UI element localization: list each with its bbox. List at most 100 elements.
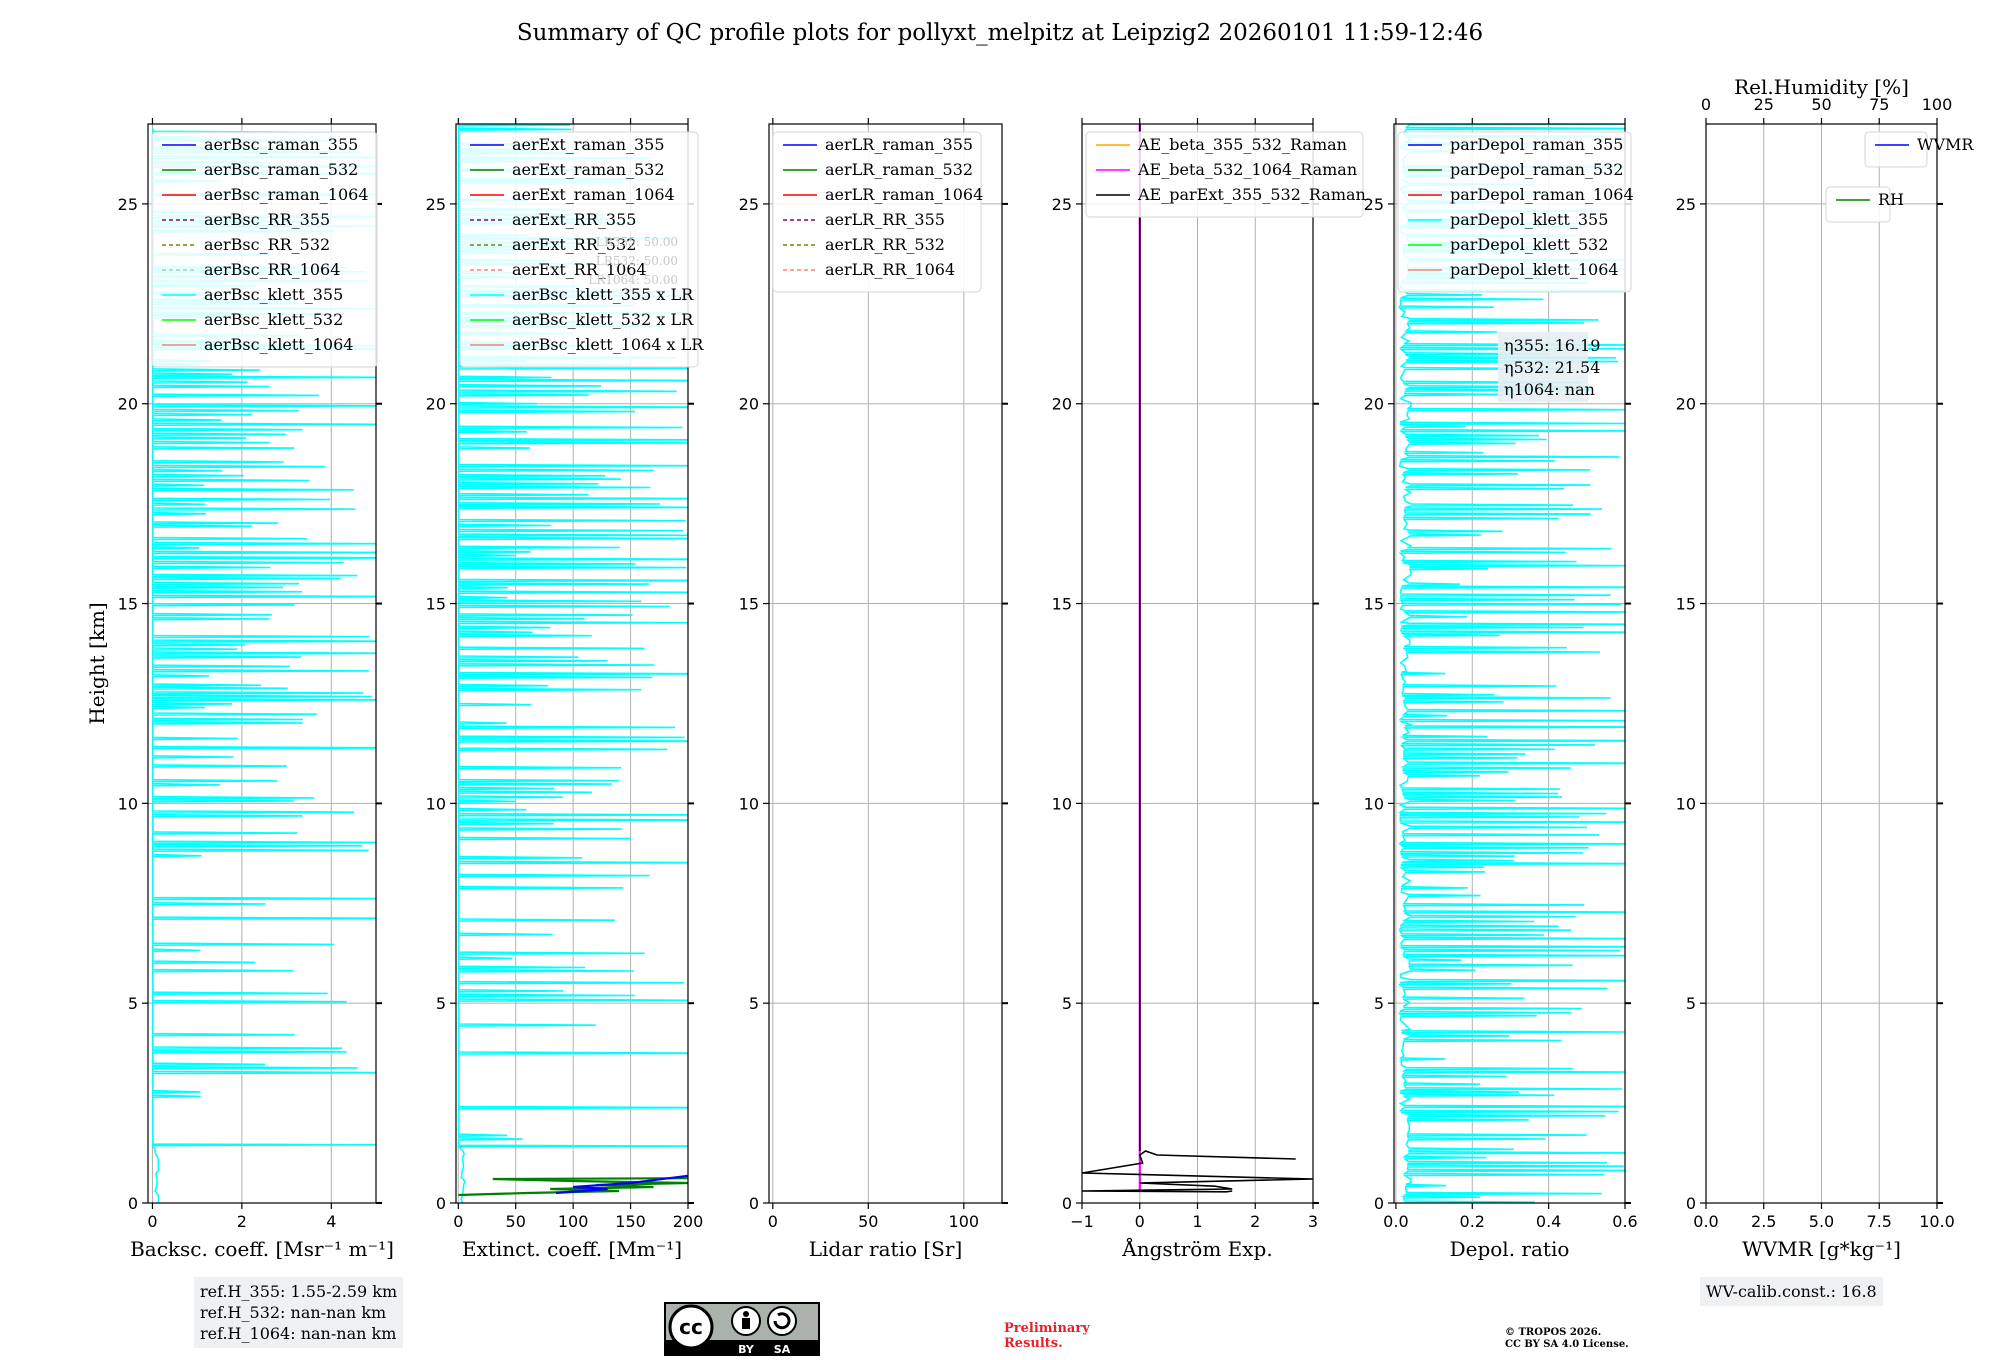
figure-title: Summary of QC profile plots for pollyxt_… bbox=[516, 20, 1484, 46]
lidar-ratio-annotation: LR532: 50.00 bbox=[596, 254, 678, 268]
legend-entry: AE_parExt_355_532_Raman bbox=[1137, 185, 1366, 204]
panel-data bbox=[1397, 124, 1625, 1203]
sa-label: SA bbox=[774, 1343, 791, 1356]
legend-entry: WVMR bbox=[1917, 135, 1974, 154]
wv-calib-text: WV-calib.const.: 16.8 bbox=[1706, 1282, 1877, 1301]
series-parDepol_klett_355 bbox=[1397, 124, 1625, 1203]
legend-entry: aerBsc_klett_532 bbox=[204, 310, 343, 329]
y-tick-label: 15 bbox=[1052, 595, 1072, 614]
y-tick-label: 5 bbox=[436, 994, 446, 1013]
top-x-tick-label: 25 bbox=[1754, 95, 1774, 114]
y-tick-label: 15 bbox=[739, 595, 759, 614]
panel-data bbox=[456, 124, 688, 1203]
x-tick-label: 2 bbox=[237, 1212, 247, 1231]
legend-entry: aerExt_raman_1064 bbox=[512, 185, 675, 204]
x-tick-label: 50 bbox=[858, 1212, 878, 1231]
legend-entry: aerBsc_raman_532 bbox=[204, 160, 358, 179]
y-tick-label: 5 bbox=[1374, 994, 1384, 1013]
sa-share-icon bbox=[767, 1306, 797, 1336]
y-tick-label: 5 bbox=[128, 994, 138, 1013]
ref-height-1064: ref.H_1064: nan-nan km bbox=[200, 1324, 397, 1343]
legend-entry: parDepol_klett_532 bbox=[1450, 235, 1608, 254]
axes-frame bbox=[455, 123, 689, 1204]
legend-entry: aerBsc_klett_1064 bbox=[204, 335, 353, 354]
by-label: BY bbox=[738, 1343, 755, 1356]
legend-entry: parDepol_raman_1064 bbox=[1450, 185, 1634, 204]
legend-entry: aerBsc_klett_532 x LR bbox=[512, 310, 694, 329]
y-tick-label: 0 bbox=[1374, 1194, 1384, 1213]
y-tick-label: 5 bbox=[1062, 994, 1072, 1013]
panel-data bbox=[1082, 124, 1313, 1193]
legend-entry: parDepol_raman_355 bbox=[1450, 135, 1623, 154]
copyright-note: © TROPOS 2026. CC BY SA 4.0 License. bbox=[1505, 1327, 1629, 1351]
x-tick-label: 100 bbox=[949, 1212, 980, 1231]
y-tick-label: 15 bbox=[426, 595, 446, 614]
preliminary-line-2: Results. bbox=[1004, 1336, 1063, 1351]
x-tick-label: −1 bbox=[1070, 1212, 1094, 1231]
legend-entry: aerBsc_raman_355 bbox=[204, 135, 358, 154]
legend-entry: aerExt_raman_355 bbox=[512, 135, 665, 154]
x-axis-label: Ångström Exp. bbox=[1121, 1236, 1272, 1261]
legend-box bbox=[1085, 131, 1364, 218]
y-tick-label: 20 bbox=[1364, 395, 1384, 414]
panel-6 bbox=[1700, 118, 1943, 1209]
x-tick-label: 0 bbox=[1135, 1212, 1145, 1231]
cc-logo-icon bbox=[668, 1304, 714, 1350]
x-tick-label: 0 bbox=[147, 1212, 157, 1231]
panel-3 bbox=[763, 118, 1008, 1209]
eta-annotation: η1064: nan bbox=[1504, 380, 1595, 399]
x-axis-label: Backsc. coeff. [Msr⁻¹ m⁻¹] bbox=[130, 1237, 394, 1261]
eta-annotation: η532: 21.54 bbox=[1504, 358, 1600, 377]
legend-entry: aerExt_RR_355 bbox=[512, 210, 636, 229]
x-tick-label: 10.0 bbox=[1919, 1212, 1955, 1231]
y-tick-label: 15 bbox=[1676, 595, 1696, 614]
x-axis-label: Extinct. coeff. [Mm⁻¹] bbox=[462, 1237, 682, 1261]
legend-entry: parDepol_klett_355 bbox=[1450, 210, 1608, 229]
ref-height-355: ref.H_355: 1.55-2.59 km bbox=[200, 1282, 398, 1301]
legend-entry: aerBsc_klett_1064 x LR bbox=[512, 335, 704, 354]
y-tick-label: 0 bbox=[1686, 1194, 1696, 1213]
y-tick-label: 0 bbox=[128, 1194, 138, 1213]
legend-entry: aerLR_raman_355 bbox=[825, 135, 973, 154]
x-tick-label: 7.5 bbox=[1867, 1212, 1892, 1231]
y-tick-label: 10 bbox=[1052, 794, 1072, 813]
x-tick-label: 200 bbox=[673, 1212, 704, 1231]
x-tick-label: 2.5 bbox=[1751, 1212, 1776, 1231]
y-tick-label: 25 bbox=[1364, 195, 1384, 214]
preliminary-line-1: Preliminary bbox=[1004, 1321, 1090, 1336]
x-tick-label: 3 bbox=[1308, 1212, 1318, 1231]
top-x-tick-label: 0 bbox=[1701, 95, 1711, 114]
x-tick-label: 0.4 bbox=[1536, 1212, 1561, 1231]
legend-box bbox=[1397, 131, 1632, 293]
y-tick-label: 20 bbox=[739, 395, 759, 414]
panel-4 bbox=[1076, 118, 1364, 1209]
legend-entry: AE_beta_355_532_Raman bbox=[1137, 135, 1347, 154]
x-tick-label: 0.0 bbox=[1383, 1212, 1408, 1231]
legend-entry: aerBsc_RR_532 bbox=[204, 235, 330, 254]
preliminary-results-note: Preliminary Results. bbox=[1004, 1321, 1090, 1351]
top-x-tick-label: 100 bbox=[1922, 95, 1953, 114]
by-person-head bbox=[743, 1311, 749, 1317]
axes-frame bbox=[147, 123, 377, 1204]
legend-entry: parDepol_raman_532 bbox=[1450, 160, 1623, 179]
y-tick-label: 10 bbox=[739, 794, 759, 813]
legend-entry: aerLR_raman_1064 bbox=[825, 185, 983, 204]
y-tick-label: 20 bbox=[426, 395, 446, 414]
panel-5 bbox=[1388, 118, 1632, 1209]
y-tick-label: 10 bbox=[426, 794, 446, 813]
y-tick-label: 15 bbox=[118, 595, 138, 614]
y-tick-label: 20 bbox=[1676, 395, 1696, 414]
x-tick-label: 5.0 bbox=[1809, 1212, 1834, 1231]
legend-entry: aerLR_raman_532 bbox=[825, 160, 973, 179]
legend-entry: aerBsc_RR_1064 bbox=[204, 260, 340, 279]
y-tick-label: 0 bbox=[436, 1194, 446, 1213]
top-x-axis-label: Rel.Humidity [%] bbox=[1734, 75, 1909, 99]
y-tick-label: 10 bbox=[118, 794, 138, 813]
top-x-tick-label: 75 bbox=[1869, 95, 1889, 114]
legend-entry: RH bbox=[1878, 190, 1904, 209]
y-tick-label: 25 bbox=[739, 195, 759, 214]
x-tick-label: 4 bbox=[326, 1212, 336, 1231]
copyright-line-2: CC BY SA 4.0 License. bbox=[1505, 1339, 1629, 1350]
by-person-body bbox=[742, 1318, 750, 1329]
legend-box bbox=[151, 131, 378, 368]
